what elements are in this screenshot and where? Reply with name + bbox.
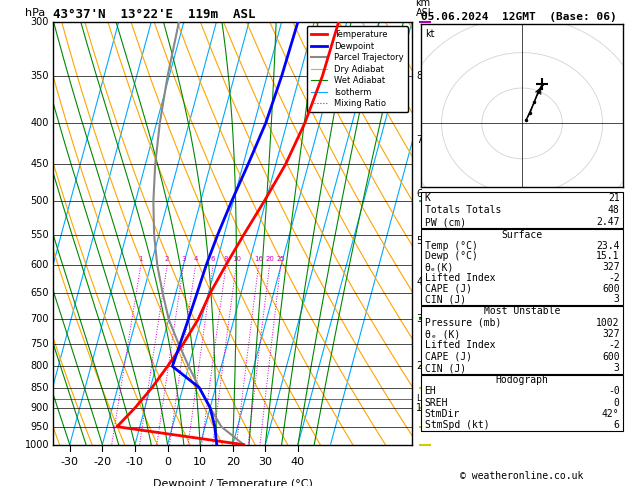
Text: 2.47: 2.47 [596,217,620,227]
Text: 0: 0 [164,457,171,468]
Text: 327: 327 [602,262,620,272]
Text: 6: 6 [211,256,215,262]
Text: 15.1: 15.1 [596,251,620,261]
Text: 20: 20 [226,457,240,468]
Text: 3: 3 [416,314,423,325]
Text: 3: 3 [181,256,186,262]
Text: θₑ (K): θₑ (K) [425,329,460,339]
Text: 05.06.2024  12GMT  (Base: 06): 05.06.2024 12GMT (Base: 06) [421,12,617,22]
Text: 450: 450 [31,159,49,169]
Text: EH: EH [425,386,437,397]
Text: StmSpd (kt): StmSpd (kt) [425,420,489,430]
Text: 600: 600 [602,283,620,294]
Text: 6: 6 [614,420,620,430]
Text: 10: 10 [231,256,241,262]
Text: 8: 8 [416,71,423,81]
Text: 900: 900 [31,403,49,413]
Text: kt: kt [425,29,435,39]
Text: SREH: SREH [425,398,448,408]
Text: 40: 40 [291,457,305,468]
Text: PW (cm): PW (cm) [425,217,465,227]
Text: 7: 7 [416,135,423,145]
Text: 800: 800 [31,361,49,371]
Text: km
ASL: km ASL [416,0,434,17]
Text: CIN (J): CIN (J) [425,295,465,304]
Text: Dewpoint / Temperature (°C): Dewpoint / Temperature (°C) [153,479,313,486]
Text: 1: 1 [138,256,143,262]
Text: -20: -20 [93,457,111,468]
Text: 950: 950 [31,422,49,432]
Text: 3: 3 [614,295,620,304]
Text: Totals Totals: Totals Totals [425,205,501,215]
Text: 400: 400 [31,118,49,128]
Text: 350: 350 [31,71,49,81]
Text: 1000: 1000 [25,440,49,450]
Text: 3: 3 [614,363,620,373]
Text: 750: 750 [31,339,49,348]
Text: 8: 8 [224,256,228,262]
Text: StmDir: StmDir [425,409,460,419]
Legend: Temperature, Dewpoint, Parcel Trajectory, Dry Adiabat, Wet Adiabat, Isotherm, Mi: Temperature, Dewpoint, Parcel Trajectory… [306,26,408,112]
Text: 21: 21 [608,193,620,203]
Text: 0: 0 [614,398,620,408]
Text: CAPE (J): CAPE (J) [425,283,472,294]
Text: θₑ(K): θₑ(K) [425,262,454,272]
Text: 48: 48 [608,205,620,215]
Text: 6: 6 [416,189,423,199]
Text: 4: 4 [193,256,198,262]
Text: 42°: 42° [602,409,620,419]
Text: Lifted Index: Lifted Index [425,340,495,350]
Text: Mixing Ratio (g/kg): Mixing Ratio (g/kg) [433,208,443,300]
Text: -10: -10 [126,457,144,468]
Text: Most Unstable: Most Unstable [484,306,560,316]
Text: 600: 600 [31,260,49,270]
Text: -2: -2 [608,340,620,350]
Text: Pressure (mb): Pressure (mb) [425,318,501,328]
Text: 1: 1 [416,403,423,413]
Text: Hodograph: Hodograph [496,375,548,385]
Text: 600: 600 [602,352,620,362]
Text: 20: 20 [265,256,274,262]
Text: 850: 850 [31,382,49,393]
Text: 1002: 1002 [596,318,620,328]
Text: 43°37'N  13°22'E  119m  ASL: 43°37'N 13°22'E 119m ASL [53,8,256,21]
Text: 10: 10 [193,457,207,468]
Text: 300: 300 [31,17,49,27]
Text: CIN (J): CIN (J) [425,363,465,373]
Text: hPa: hPa [25,8,45,17]
Text: K: K [425,193,430,203]
Text: Surface: Surface [501,230,543,240]
Text: 5: 5 [416,236,423,246]
Text: Lifted Index: Lifted Index [425,273,495,283]
Text: 700: 700 [31,314,49,325]
Text: 23.4: 23.4 [596,241,620,251]
Text: 2: 2 [165,256,169,262]
Text: -2: -2 [608,273,620,283]
Text: -0: -0 [608,386,620,397]
Text: 16: 16 [254,256,263,262]
Text: -30: -30 [61,457,79,468]
Text: 25: 25 [276,256,285,262]
Text: 4: 4 [416,278,423,287]
Text: © weatheronline.co.uk: © weatheronline.co.uk [460,471,584,481]
Text: 500: 500 [31,196,49,206]
Text: 2: 2 [416,361,423,371]
Text: Dewp (°C): Dewp (°C) [425,251,477,261]
Text: 550: 550 [31,230,49,240]
Text: CAPE (J): CAPE (J) [425,352,472,362]
Text: Temp (°C): Temp (°C) [425,241,477,251]
Text: 30: 30 [259,457,272,468]
Text: LCL: LCL [416,395,431,403]
Text: 327: 327 [602,329,620,339]
Text: 650: 650 [31,288,49,298]
